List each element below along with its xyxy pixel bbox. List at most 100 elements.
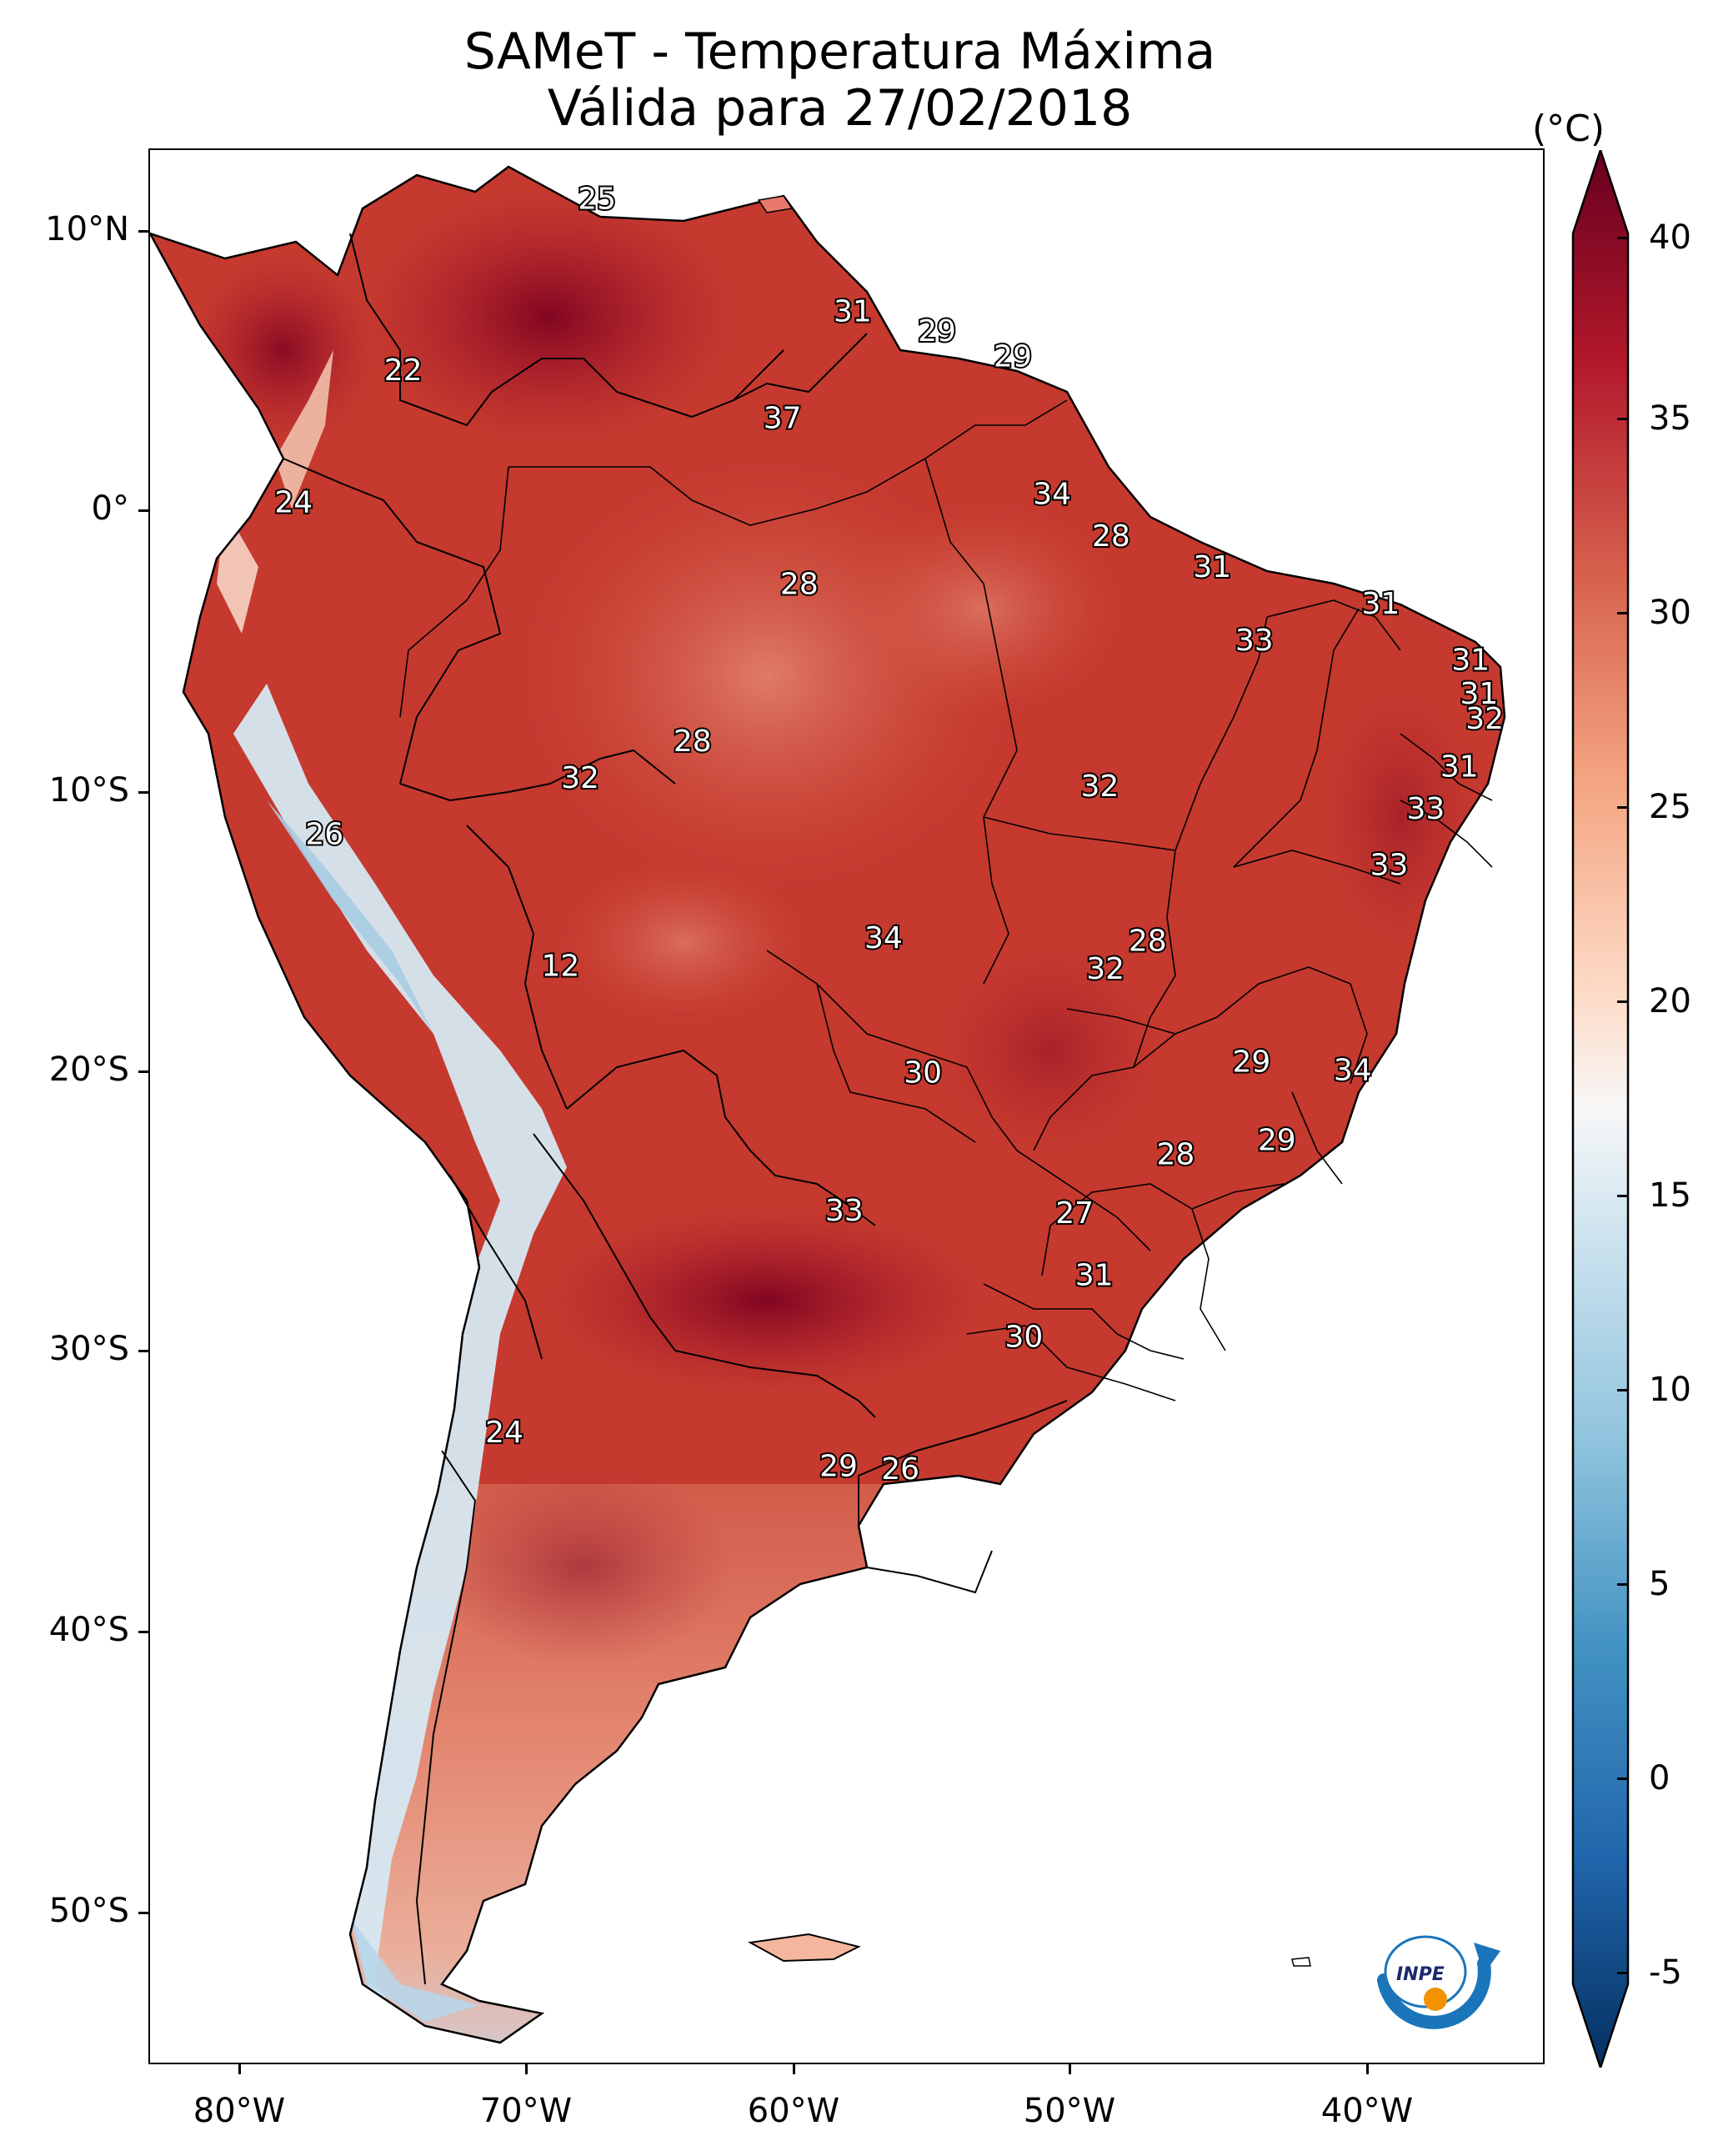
island bbox=[757, 195, 794, 213]
contour-label: 34 bbox=[864, 921, 903, 955]
contour-label: 30 bbox=[1005, 1321, 1044, 1355]
lat-tick bbox=[138, 509, 148, 512]
lat-tick bbox=[138, 1070, 148, 1073]
contour-label: 29 bbox=[994, 339, 1032, 374]
lon-tick bbox=[525, 2064, 528, 2074]
colorbar-tick bbox=[1617, 1972, 1629, 1974]
lon-tick bbox=[1069, 2064, 1071, 2074]
contour-label: 31 bbox=[1451, 643, 1490, 677]
contour-label: 33 bbox=[1370, 848, 1409, 882]
map-title: SAMeT - Temperatura Máxima bbox=[463, 23, 1216, 81]
contour-label: 32 bbox=[561, 761, 599, 795]
lon-label-80w: 80°W bbox=[193, 2092, 286, 2130]
lon-tick bbox=[1366, 2064, 1369, 2074]
map-panel: 25 31 29 29 22 37 34 24 28 31 28 31 33 31 31 32 28 31 32 32… bbox=[148, 148, 1545, 2064]
contour-label: 28 bbox=[1157, 1137, 1195, 1171]
colorbar-tick bbox=[1617, 1777, 1629, 1780]
contour-label: 31 bbox=[1460, 677, 1498, 711]
logo-globe bbox=[1384, 1935, 1467, 2008]
colorbar-gradient bbox=[1571, 150, 1630, 2068]
land-mass bbox=[150, 167, 1505, 2043]
lat-tick bbox=[138, 1631, 148, 1633]
lat-label-50s: 50°S bbox=[48, 1892, 129, 1930]
contour-label: 28 bbox=[1129, 924, 1167, 958]
colorbar-tick bbox=[1617, 806, 1629, 809]
colorbar-label-10: 10 bbox=[1649, 1371, 1691, 1409]
colorbar-label-20: 20 bbox=[1649, 982, 1691, 1020]
contour-label: 29 bbox=[1233, 1045, 1271, 1079]
colorbar-label-35: 35 bbox=[1649, 399, 1691, 438]
colorbar-tick bbox=[1617, 237, 1629, 239]
contour-label: 33 bbox=[825, 1194, 864, 1228]
contour-label: 29 bbox=[918, 314, 956, 348]
contour-label: 34 bbox=[1334, 1053, 1372, 1087]
falkland-islands bbox=[747, 1933, 861, 1963]
lat-label-10n: 10°N bbox=[45, 210, 129, 248]
contour-label: 26 bbox=[305, 817, 343, 851]
state-borders bbox=[399, 399, 1493, 1401]
contour-label: 12 bbox=[541, 950, 579, 984]
contour-label: 30 bbox=[904, 1056, 942, 1091]
colorbar-tick bbox=[1617, 1000, 1629, 1003]
colorbar-tick bbox=[1617, 1195, 1629, 1197]
contour-label: 24 bbox=[485, 1416, 523, 1450]
colorbar-label-minus5: -5 bbox=[1649, 1953, 1682, 1992]
logo-sun bbox=[1424, 1988, 1447, 2011]
inpe-logo: INPE bbox=[1377, 1935, 1500, 2029]
colorbar-label-25: 25 bbox=[1649, 788, 1691, 826]
contour-label: 31 bbox=[1440, 750, 1479, 784]
colorbar-label-30: 30 bbox=[1649, 594, 1691, 632]
lat-tick bbox=[138, 1350, 148, 1352]
contour-label: 32 bbox=[1465, 702, 1504, 736]
lon-tick bbox=[793, 2064, 795, 2074]
lon-label-50w: 50°W bbox=[1023, 2092, 1116, 2130]
logo-swoosh bbox=[1377, 1957, 1491, 2029]
contour-label: 24 bbox=[274, 486, 313, 520]
contour-label: 28 bbox=[780, 567, 819, 601]
lat-label-40s: 40°S bbox=[48, 1611, 129, 1649]
contour-label: 32 bbox=[1086, 952, 1124, 986]
contour-label: 28 bbox=[674, 725, 712, 759]
lon-label-40w: 40°W bbox=[1320, 2092, 1414, 2130]
contour-label: 33 bbox=[1406, 792, 1445, 826]
contour-label: 22 bbox=[384, 353, 423, 388]
contour-label: 32 bbox=[1081, 770, 1119, 804]
lon-label-60w: 60°W bbox=[747, 2092, 840, 2130]
colorbar-label-40: 40 bbox=[1649, 218, 1691, 257]
colorbar bbox=[1571, 150, 1630, 2068]
lon-tick bbox=[238, 2064, 241, 2074]
contour-label: 34 bbox=[1033, 478, 1071, 512]
contour-label: 28 bbox=[1092, 519, 1130, 554]
contour-label: 26 bbox=[881, 1452, 919, 1487]
lon-label-70w: 70°W bbox=[479, 2092, 573, 2130]
lat-tick bbox=[138, 1912, 148, 1914]
contour-label: 31 bbox=[1075, 1258, 1114, 1292]
contour-label: 27 bbox=[1055, 1196, 1094, 1231]
contour-label: 33 bbox=[1235, 624, 1274, 658]
lat-label-20s: 20°S bbox=[48, 1050, 129, 1089]
colorbar-tick bbox=[1617, 1389, 1629, 1391]
lat-tick bbox=[138, 230, 148, 233]
colorbar-label-5: 5 bbox=[1649, 1565, 1670, 1603]
contour-label: 31 bbox=[1362, 587, 1400, 621]
colorbar-tick bbox=[1617, 1583, 1629, 1586]
contour-label: 31 bbox=[1193, 550, 1231, 584]
colorbar-label-15: 15 bbox=[1649, 1176, 1691, 1215]
island bbox=[1291, 1957, 1311, 1967]
logo-arrow bbox=[1474, 1943, 1500, 1974]
contour-label: 29 bbox=[819, 1450, 858, 1484]
country-borders bbox=[283, 233, 1068, 1985]
lat-tick bbox=[138, 791, 148, 794]
contour-label: 31 bbox=[834, 294, 872, 328]
colorbar-tick bbox=[1617, 418, 1629, 420]
contour-label: 29 bbox=[1258, 1124, 1296, 1158]
lat-label-30s: 30°S bbox=[48, 1330, 129, 1368]
colorbar-tick bbox=[1617, 612, 1629, 614]
colorbar-unit: (°C) bbox=[1532, 108, 1605, 150]
logo-text: INPE bbox=[1396, 1964, 1445, 1985]
contour-label: 37 bbox=[764, 402, 802, 436]
lat-label-0: 0° bbox=[91, 489, 129, 528]
lat-label-10s: 10°S bbox=[48, 771, 129, 810]
